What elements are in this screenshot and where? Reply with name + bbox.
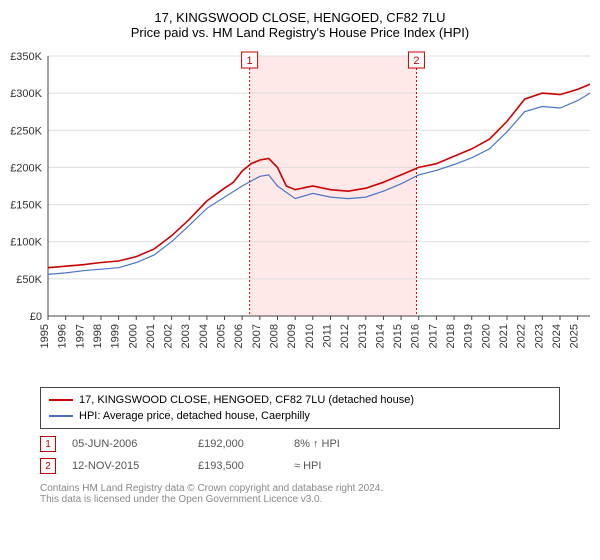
sales-table: 1 05-JUN-2006 £192,000 8% ↑ HPI 2 12-NOV-2015… bbox=[40, 433, 560, 477]
svg-text:2022: 2022 bbox=[516, 324, 528, 348]
sale-row: 1 05-JUN-2006 £192,000 8% ↑ HPI bbox=[40, 433, 560, 455]
svg-text:2000: 2000 bbox=[127, 324, 139, 348]
sale-delta: ≈ HPI bbox=[294, 460, 404, 472]
legend-swatch bbox=[49, 399, 73, 401]
sale-date: 12-NOV-2015 bbox=[72, 460, 182, 472]
svg-text:£200K: £200K bbox=[10, 162, 42, 174]
svg-text:£300K: £300K bbox=[10, 88, 42, 100]
sale-price: £193,500 bbox=[198, 460, 278, 472]
svg-text:2: 2 bbox=[413, 55, 419, 67]
svg-text:2013: 2013 bbox=[357, 324, 369, 348]
svg-text:2001: 2001 bbox=[145, 324, 157, 348]
svg-text:2016: 2016 bbox=[410, 324, 422, 348]
svg-text:1999: 1999 bbox=[110, 324, 122, 348]
sale-row: 2 12-NOV-2015 £193,500 ≈ HPI bbox=[40, 455, 560, 477]
legend: 17, KINGSWOOD CLOSE, HENGOED, CF82 7LU (… bbox=[40, 387, 560, 429]
legend-item: 17, KINGSWOOD CLOSE, HENGOED, CF82 7LU (… bbox=[49, 392, 551, 408]
svg-text:2023: 2023 bbox=[533, 324, 545, 348]
svg-text:2006: 2006 bbox=[233, 324, 245, 348]
svg-text:2017: 2017 bbox=[427, 324, 439, 348]
svg-text:£350K: £350K bbox=[10, 51, 42, 63]
legend-swatch bbox=[49, 415, 73, 417]
svg-text:2019: 2019 bbox=[463, 324, 475, 348]
svg-text:2009: 2009 bbox=[286, 324, 298, 348]
svg-text:2004: 2004 bbox=[198, 324, 210, 348]
svg-text:2008: 2008 bbox=[269, 324, 281, 348]
svg-text:1995: 1995 bbox=[39, 324, 51, 348]
svg-text:1997: 1997 bbox=[74, 324, 86, 348]
legend-label: HPI: Average price, detached house, Caer… bbox=[79, 410, 310, 422]
svg-text:2005: 2005 bbox=[216, 324, 228, 348]
svg-text:2024: 2024 bbox=[551, 324, 563, 348]
price-chart: £0 £50K £100K £150K £200K £250K £300K £350K 1995… bbox=[0, 46, 600, 376]
svg-text:2025: 2025 bbox=[569, 324, 581, 348]
svg-text:1996: 1996 bbox=[57, 324, 69, 348]
svg-text:2012: 2012 bbox=[339, 324, 351, 348]
svg-text:2002: 2002 bbox=[163, 324, 175, 348]
chart-subtitle: Price paid vs. HM Land Registry's House … bbox=[0, 25, 600, 46]
svg-text:£100K: £100K bbox=[10, 237, 42, 249]
svg-text:1: 1 bbox=[247, 55, 253, 67]
svg-text:2021: 2021 bbox=[498, 324, 510, 348]
footer-line: This data is licensed under the Open Gov… bbox=[40, 494, 560, 505]
svg-text:2018: 2018 bbox=[445, 324, 457, 348]
svg-text:1998: 1998 bbox=[92, 324, 104, 348]
svg-text:£50K: £50K bbox=[16, 274, 42, 286]
svg-text:2015: 2015 bbox=[392, 324, 404, 348]
svg-text:2010: 2010 bbox=[304, 324, 316, 348]
sale-price: £192,000 bbox=[198, 438, 278, 450]
sale-date: 05-JUN-2006 bbox=[72, 438, 182, 450]
svg-text:£150K: £150K bbox=[10, 200, 42, 212]
svg-text:2011: 2011 bbox=[321, 324, 333, 348]
chart-title: 17, KINGSWOOD CLOSE, HENGOED, CF82 7LU bbox=[0, 0, 600, 25]
footer-line: Contains HM Land Registry data © Crown c… bbox=[40, 483, 560, 494]
svg-text:2020: 2020 bbox=[480, 324, 492, 348]
sale-marker: 2 bbox=[40, 458, 56, 474]
svg-text:2003: 2003 bbox=[180, 324, 192, 348]
sale-marker: 1 bbox=[40, 436, 56, 452]
svg-text:£0: £0 bbox=[30, 311, 42, 323]
svg-text:£250K: £250K bbox=[10, 125, 42, 137]
legend-label: 17, KINGSWOOD CLOSE, HENGOED, CF82 7LU (… bbox=[79, 394, 414, 406]
footer-attribution: Contains HM Land Registry data © Crown c… bbox=[40, 483, 560, 505]
svg-text:2014: 2014 bbox=[374, 324, 386, 348]
svg-text:2007: 2007 bbox=[251, 324, 263, 348]
sale-delta: 8% ↑ HPI bbox=[294, 438, 404, 450]
legend-item: HPI: Average price, detached house, Caer… bbox=[49, 408, 551, 424]
